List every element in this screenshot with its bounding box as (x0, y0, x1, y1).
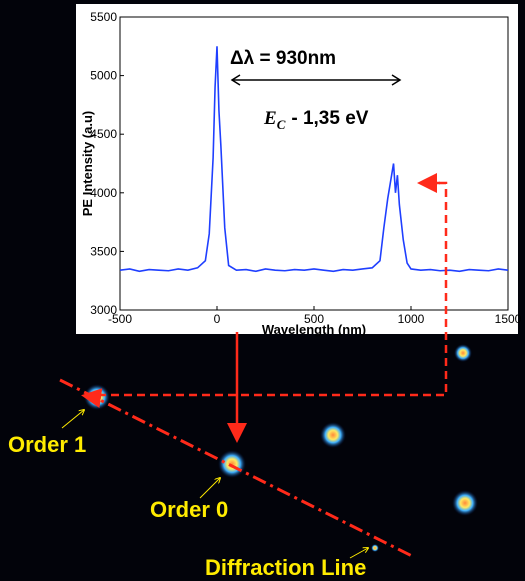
delta-arrowheads (230, 74, 402, 86)
x-tick-label: 500 (304, 312, 324, 326)
x-tick-label: 1000 (398, 312, 425, 326)
y-axis-label: PE Intensity (a.u) (80, 111, 95, 216)
y-tick-label: 3500 (90, 244, 117, 258)
y-tick-label: 3000 (90, 303, 117, 317)
x-tick-label: -500 (108, 312, 132, 326)
order0-label: Order 0 (150, 497, 228, 522)
spectrum-line (119, 46, 509, 273)
energy-label: EC - 1,35 eV (263, 108, 369, 132)
order0-pointer (199, 478, 220, 499)
order1-pointer (61, 410, 84, 429)
y-tick-label: 5000 (90, 69, 117, 83)
line-pointer (349, 548, 368, 559)
diffraction-label: Diffraction Line (205, 555, 366, 580)
order1-label: Order 1 (8, 432, 86, 457)
diffraction-line (59, 378, 413, 558)
x-axis-label: Wavelength (nm) (262, 322, 366, 337)
spot-arrowhead (81, 388, 103, 409)
energy-sub: C (277, 117, 286, 132)
energy-symbol: E (263, 108, 277, 129)
delta-label: Δλ = 930nm (230, 48, 336, 69)
plot: -500 0 500 1000 1500 3000 3500 4000 4500 5000 5500… (80, 10, 522, 337)
chart-panel (76, 4, 518, 334)
y-tick-label: 4000 (90, 186, 117, 200)
x-tick-label: 0 (214, 312, 221, 326)
y-tick-label: 5500 (90, 10, 117, 24)
x-tick-label: 1500 (495, 312, 522, 326)
energy-rest: - 1,35 eV (291, 108, 368, 129)
y-tick-label: 4500 (90, 127, 117, 141)
